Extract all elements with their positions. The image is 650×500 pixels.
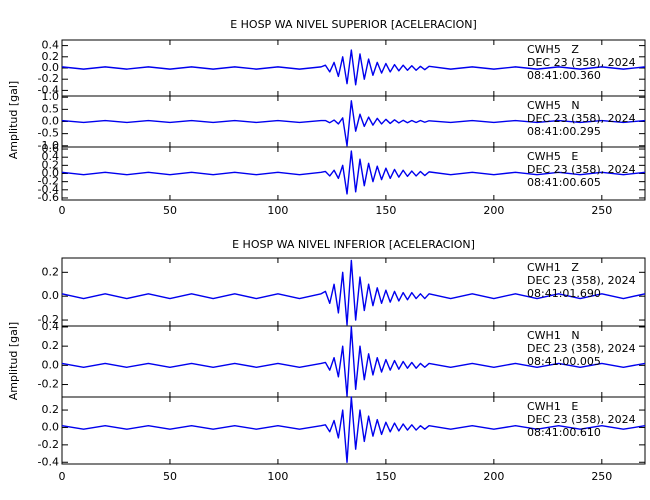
x-tick-label: 150 <box>375 470 396 483</box>
y-tick-label: -0.2 <box>38 175 59 188</box>
trace-annotation: 08:41:00.295 <box>527 125 601 138</box>
y-tick-label: -0.4 <box>38 183 59 196</box>
trace-annotation: CWH1 N <box>527 329 580 342</box>
x-tick-label: 0 <box>59 204 66 217</box>
x-tick-label: 100 <box>267 204 288 217</box>
x-tick-label: 0 <box>59 470 66 483</box>
trace-annotation: 08:41:00.360 <box>527 69 601 82</box>
chart-title: E HOSP WA NIVEL INFERIOR [ACELERACION] <box>232 238 475 251</box>
x-tick-label: 150 <box>375 204 396 217</box>
y-axis-label: Amplitud [gal] <box>7 322 20 400</box>
waveform <box>61 396 646 463</box>
trace-annotation: CWH5 E <box>527 150 578 163</box>
trace-annotation: DEC 23 (358), 2024 <box>527 274 636 287</box>
trace-annotation: 08:41:00.005 <box>527 355 601 368</box>
waveform <box>61 49 646 86</box>
y-tick-label: 0.2 <box>42 50 60 63</box>
y-tick-label: 0.2 <box>42 339 60 352</box>
y-tick-label: -0.4 <box>38 455 59 468</box>
trace-annotation: DEC 23 (358), 2024 <box>527 56 636 69</box>
y-tick-label: 0.4 <box>42 320 60 333</box>
panel-frame <box>61 396 646 465</box>
x-tick-label: 200 <box>483 204 504 217</box>
waveform <box>61 150 646 195</box>
y-tick-label: 0.0 <box>42 115 60 128</box>
y-tick-label: 0.2 <box>42 403 60 416</box>
trace-annotation: CWH1 E <box>527 400 578 413</box>
y-tick-label: 0.0 <box>42 61 60 74</box>
y-tick-label: 0.0 <box>42 420 60 433</box>
y-tick-label: 0.4 <box>42 150 60 163</box>
trace-annotation: 08:41:00.610 <box>527 426 601 439</box>
chart-title: E HOSP WA NIVEL SUPERIOR [ACELERACION] <box>230 18 477 31</box>
y-tick-label: -0.2 <box>38 438 59 451</box>
y-tick-label: -1.0 <box>38 139 59 152</box>
y-tick-label: -0.5 <box>38 127 59 140</box>
x-tick-label: 200 <box>483 470 504 483</box>
y-tick-label: 0.0 <box>42 358 60 371</box>
waveform <box>61 326 646 397</box>
y-tick-label: 1.0 <box>42 90 60 103</box>
y-tick-label: -0.4 <box>38 83 59 96</box>
y-tick-label: -0.2 <box>38 313 59 326</box>
y-tick-label: 0.0 <box>42 167 60 180</box>
x-tick-label: 50 <box>163 204 177 217</box>
y-tick-label: 0.2 <box>42 265 60 278</box>
trace-annotation: DEC 23 (358), 2024 <box>527 413 636 426</box>
y-tick-label: 0.2 <box>42 158 60 171</box>
trace-annotation: CWH1 Z <box>527 261 579 274</box>
y-tick-label: 0.6 <box>42 142 60 155</box>
y-tick-label: 0.0 <box>42 289 60 302</box>
y-tick-label: -0.6 <box>38 191 59 204</box>
x-tick-label: 50 <box>163 470 177 483</box>
trace-annotation: CWH5 N <box>527 99 580 112</box>
waveform <box>61 100 646 147</box>
trace-annotation: DEC 23 (358), 2024 <box>527 112 636 125</box>
y-tick-label: -0.2 <box>38 72 59 85</box>
y-tick-label: 0.5 <box>42 102 60 115</box>
trace-annotation: DEC 23 (358), 2024 <box>527 342 636 355</box>
trace-annotation: 08:41:01.690 <box>527 287 601 300</box>
x-tick-label: 250 <box>591 470 612 483</box>
y-tick-label: -0.2 <box>38 378 59 391</box>
waveform <box>61 259 646 326</box>
y-tick-label: 0.4 <box>42 39 60 52</box>
y-axis-label: Amplitud [gal] <box>7 81 20 159</box>
x-tick-label: 100 <box>267 470 288 483</box>
trace-annotation: DEC 23 (358), 2024 <box>527 163 636 176</box>
trace-annotation: CWH5 Z <box>527 43 579 56</box>
x-tick-label: 250 <box>591 204 612 217</box>
trace-annotation: 08:41:00.605 <box>527 176 601 189</box>
